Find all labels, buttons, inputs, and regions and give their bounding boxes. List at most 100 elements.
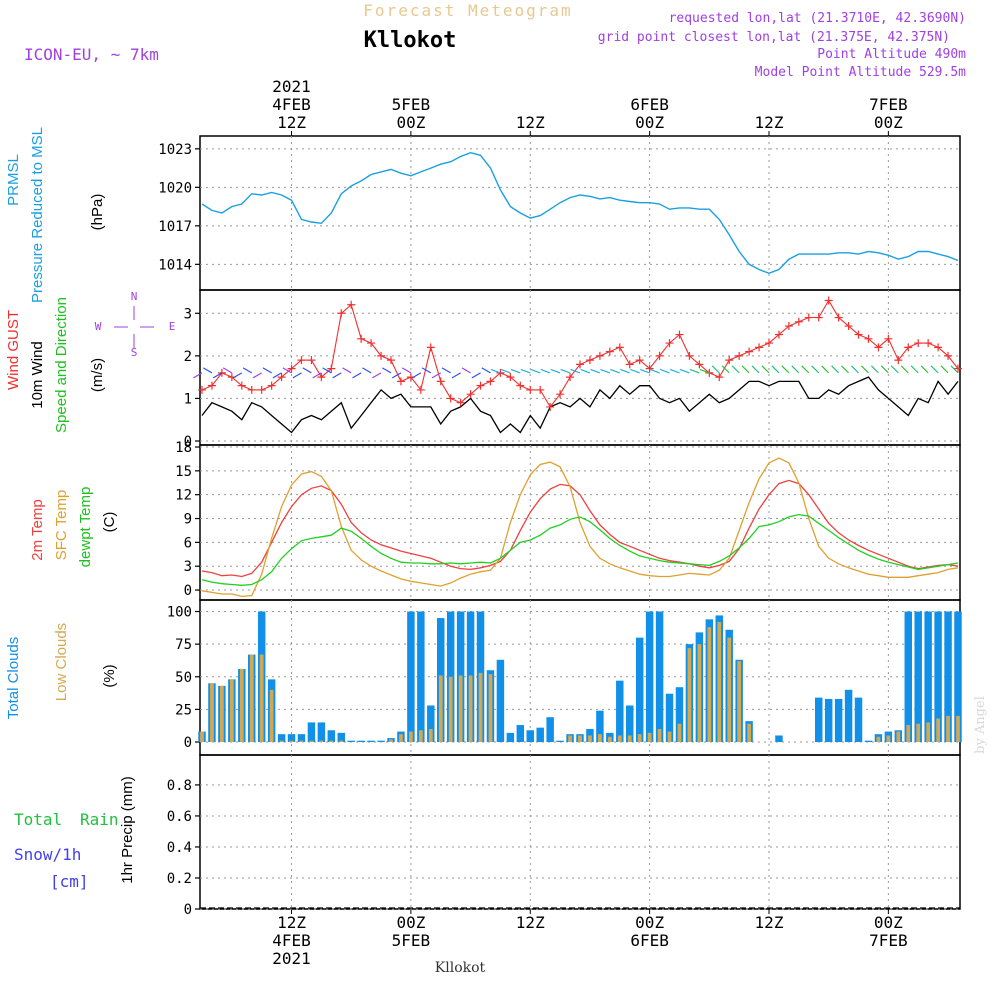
wind-direction-arrow — [421, 367, 432, 374]
wind-ytick-label: 3 — [184, 306, 192, 322]
low-cloud-bar — [647, 732, 652, 742]
wind-gust-marker — [387, 356, 395, 365]
wind-direction-arrow — [640, 368, 650, 374]
top-year-label: 2021 — [272, 77, 311, 96]
panel-precip: 0 0.2 0.4 0.6 0.8 Total Rain Snow/1h [cm] 1hr Pre… — [14, 754, 961, 918]
wind-gust-marker — [854, 330, 863, 339]
wind-direction-arrow — [659, 368, 670, 374]
low-cloud-bar — [737, 661, 742, 742]
chart-title: Forecast Meteogram — [363, 1, 572, 20]
compass-w: W — [95, 320, 102, 333]
clouds-ytick-label: 50 — [175, 670, 192, 686]
wind-gust-marker — [635, 356, 644, 365]
total-cloud-bar — [556, 740, 564, 742]
total-cloud-bar — [834, 698, 843, 742]
point-altitude: Point Altitude 490m — [817, 47, 966, 62]
wind-gust-marker — [864, 334, 873, 343]
model-altitude: Model Point Altitude 529.5m — [755, 65, 966, 80]
top-hour-label: 12Z — [277, 113, 306, 132]
wind-direction-arrow — [821, 365, 830, 374]
low-cloud-bar — [617, 735, 622, 742]
wind-direction-arrow — [920, 365, 929, 374]
total-cloud-bar — [844, 689, 853, 742]
bottom-hour-label: 00Z — [396, 913, 425, 932]
clouds-unit: (%) — [101, 664, 118, 687]
wind-gust-marker — [506, 373, 515, 382]
total-cloud-bar — [924, 611, 932, 742]
wind-direction-arrow — [292, 372, 302, 379]
wind-direction-arrow — [372, 372, 382, 379]
wind-direction-arrow — [870, 365, 879, 374]
wind-direction-arrow — [689, 368, 700, 374]
wind-gust-marker — [904, 343, 913, 352]
low-cloud-bar — [677, 723, 682, 742]
precip-label-cm: [cm] — [50, 872, 89, 891]
wind-gust-marker — [566, 373, 575, 382]
wind-gust-marker — [705, 368, 714, 377]
precip-label-rain: Rain — [80, 810, 119, 829]
wind-direction-arrow — [699, 368, 710, 374]
wind-gust-marker — [327, 364, 336, 373]
wind-unit: (m/s) — [89, 358, 106, 392]
low-cloud-bar — [627, 735, 632, 742]
low-cloud-bar — [289, 740, 294, 742]
wind-direction-arrow — [193, 372, 203, 379]
wind-direction-arrow — [500, 368, 511, 374]
wind-direction-arrow — [679, 368, 690, 374]
top-hour-label: 00Z — [396, 113, 425, 132]
wind-direction-arrow — [411, 372, 422, 379]
total-cloud-bar — [914, 611, 922, 742]
bottom-hour-label: 12Z — [516, 913, 545, 932]
wind-direction-arrow — [890, 365, 899, 374]
wind-gust-marker — [526, 385, 535, 394]
total-cloud-bar — [337, 732, 345, 742]
wind-direction-arrow — [342, 367, 352, 374]
top-date-label: 5FEB — [392, 95, 431, 114]
wind-gust-marker — [655, 351, 664, 360]
wind-direction-arrow — [352, 372, 362, 379]
total-cloud-bar — [854, 697, 863, 742]
wind-gust-marker — [665, 339, 674, 348]
bottom-hour-label: 00Z — [874, 913, 903, 932]
total-cloud-bar — [297, 734, 306, 742]
low-cloud-bar — [438, 675, 443, 742]
wind-direction-arrow — [721, 365, 730, 374]
wind-gust-marker — [426, 343, 435, 352]
total-cloud-bar — [317, 722, 326, 742]
credit-watermark: by Angel — [973, 696, 988, 754]
wind-direction-arrow — [550, 368, 561, 374]
wind-gust-marker — [954, 364, 962, 373]
wind-direction-arrow — [202, 367, 213, 374]
total-cloud-bar — [824, 698, 833, 742]
total-cloud-bar — [626, 705, 634, 742]
temp-ytick-label: 9 — [184, 512, 192, 528]
temp-label-2m: 2m Temp — [29, 499, 46, 560]
low-cloud-bar — [249, 654, 254, 742]
wind-direction-arrow — [610, 368, 620, 374]
total-cloud-bar — [934, 611, 942, 742]
low-cloud-bar — [259, 654, 264, 742]
wind-gust-marker — [814, 313, 823, 322]
wind-direction-arrow — [222, 367, 233, 374]
temp-label-dew: dewpt Temp — [77, 487, 94, 568]
temp-ytick-label: 12 — [175, 488, 192, 504]
compass-n: N — [131, 290, 138, 303]
low-cloud-bar — [210, 683, 214, 742]
wind-gust-marker — [257, 385, 266, 394]
total-cloud-bar — [675, 687, 684, 742]
low-cloud-bar — [329, 740, 334, 742]
precip-ytick-label: 0.6 — [167, 809, 192, 825]
wind-direction-arrow — [930, 365, 939, 374]
low-cloud-bar — [657, 728, 662, 742]
precip-ytick-label: 0.4 — [167, 840, 192, 856]
gridpoint-coords: grid point closest lon,lat (21.375E, 42.… — [598, 30, 950, 45]
low-cloud-bar — [279, 740, 284, 742]
wind-gust-marker — [217, 368, 226, 377]
wind-gust-marker — [685, 351, 694, 360]
wind-direction-arrow — [282, 367, 292, 374]
wind-gust-marker — [297, 356, 306, 365]
wind-gust-marker — [556, 390, 565, 399]
precip-label-total: Total — [14, 810, 62, 829]
wind-gust-marker — [675, 330, 684, 339]
